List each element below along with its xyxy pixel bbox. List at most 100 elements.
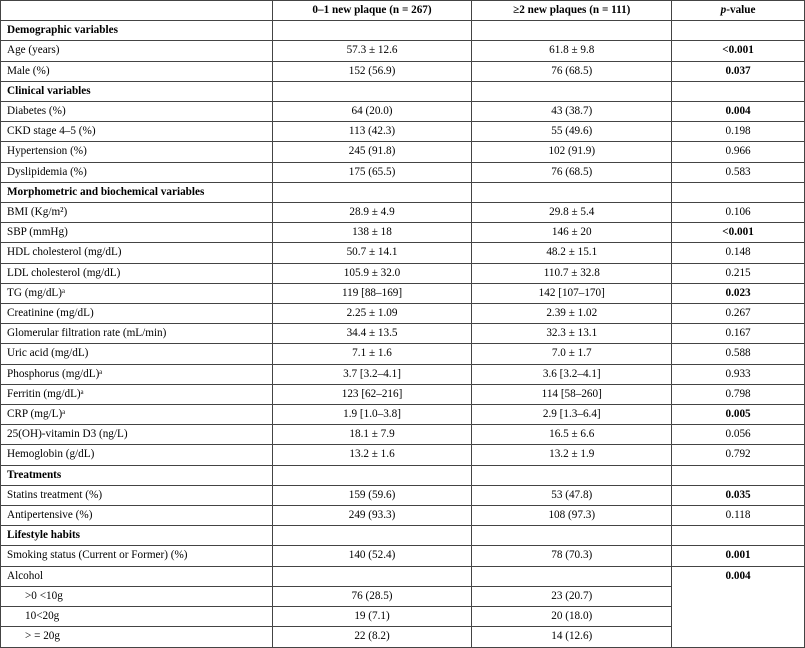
table-row: Alcohol0.004 <box>1 566 805 586</box>
table-row: Hemoglobin (g/dL)13.2 ± 1.613.2 ± 1.90.7… <box>1 445 805 465</box>
section-label: Demographic variables <box>1 21 273 41</box>
group1-value: 1.9 [1.0–3.8] <box>272 405 472 425</box>
section-empty <box>272 182 472 202</box>
row-label: SBP (mmHg) <box>1 223 273 243</box>
row-label: Antipertensive (%) <box>1 506 273 526</box>
p-value: 0.056 <box>672 425 805 445</box>
table-row: Smoking status (Current or Former) (%)14… <box>1 546 805 566</box>
group1-value: 7.1 ± 1.6 <box>272 344 472 364</box>
section-label: Morphometric and biochemical variables <box>1 182 273 202</box>
table-row: Creatinine (mg/dL)2.25 ± 1.092.39 ± 1.02… <box>1 304 805 324</box>
group2-value: 2.9 [1.3–6.4] <box>472 405 672 425</box>
group2-value: 146 ± 20 <box>472 223 672 243</box>
row-label: Smoking status (Current or Former) (%) <box>1 546 273 566</box>
alcohol-sub-label: >0 <10g <box>1 586 273 606</box>
group1-value: 159 (59.6) <box>272 485 472 505</box>
group2-value: 23 (20.7) <box>472 586 672 606</box>
group1-value: 2.25 ± 1.09 <box>272 304 472 324</box>
row-label: Dyslipidemia (%) <box>1 162 273 182</box>
section-empty <box>272 21 472 41</box>
p-value: 0.005 <box>672 405 805 425</box>
table-row: Age (years)57.3 ± 12.661.8 ± 9.8<0.001 <box>1 41 805 61</box>
row-label: CKD stage 4–5 (%) <box>1 122 273 142</box>
group1-value <box>272 566 472 586</box>
section-empty <box>672 81 805 101</box>
group1-value: 28.9 ± 4.9 <box>272 203 472 223</box>
p-value: 0.583 <box>672 162 805 182</box>
table-row: CKD stage 4–5 (%)113 (42.3)55 (49.6)0.19… <box>1 122 805 142</box>
p-value: 0.792 <box>672 445 805 465</box>
table-row: HDL cholesterol (mg/dL)50.7 ± 14.148.2 ±… <box>1 243 805 263</box>
group2-value: 53 (47.8) <box>472 485 672 505</box>
clinical-comparison-table: 0–1 new plaque (n = 267) ≥2 new plaques … <box>0 0 805 648</box>
group2-value: 102 (91.9) <box>472 142 672 162</box>
group1-value: 140 (52.4) <box>272 546 472 566</box>
table-row: Statins treatment (%)159 (59.6)53 (47.8)… <box>1 485 805 505</box>
group2-value: 20 (18.0) <box>472 607 672 627</box>
group1-value: 113 (42.3) <box>272 122 472 142</box>
section-label: Lifestyle habits <box>1 526 273 546</box>
row-label: Diabetes (%) <box>1 102 273 122</box>
row-label: Glomerular filtration rate (mL/min) <box>1 324 273 344</box>
section-empty <box>672 465 805 485</box>
row-label: Statins treatment (%) <box>1 485 273 505</box>
p-value: 0.966 <box>672 142 805 162</box>
row-label: Phosphorus (mg/dL)ᵃ <box>1 364 273 384</box>
group1-value: 64 (20.0) <box>272 102 472 122</box>
group2-value: 29.8 ± 5.4 <box>472 203 672 223</box>
row-label: CRP (mg/L)ᵃ <box>1 405 273 425</box>
group1-value: 123 [62–216] <box>272 384 472 404</box>
section-empty <box>272 465 472 485</box>
table-row: Diabetes (%)64 (20.0)43 (38.7)0.004 <box>1 102 805 122</box>
p-value: 0.001 <box>672 546 805 566</box>
p-value: 0.037 <box>672 61 805 81</box>
group1-value: 175 (65.5) <box>272 162 472 182</box>
section-empty <box>672 21 805 41</box>
table-row: Treatments <box>1 465 805 485</box>
section-empty <box>672 182 805 202</box>
group2-value: 2.39 ± 1.02 <box>472 304 672 324</box>
p-value: 0.035 <box>672 485 805 505</box>
table-row: Glomerular filtration rate (mL/min)34.4 … <box>1 324 805 344</box>
table-row: Uric acid (mg/dL)7.1 ± 1.67.0 ± 1.70.588 <box>1 344 805 364</box>
alcohol-sub-label: > = 20g <box>1 627 273 647</box>
p-value: 0.933 <box>672 364 805 384</box>
p-value: 0.004 <box>672 102 805 122</box>
p-value: 0.023 <box>672 283 805 303</box>
table-row: 25(OH)-vitamin D3 (ng/L)18.1 ± 7.916.5 ±… <box>1 425 805 445</box>
table-row: Dyslipidemia (%)175 (65.5)76 (68.5)0.583 <box>1 162 805 182</box>
group1-value: 19 (7.1) <box>272 607 472 627</box>
table-row: Demographic variables <box>1 21 805 41</box>
group1-value: 245 (91.8) <box>272 142 472 162</box>
section-empty <box>472 182 672 202</box>
table-row: SBP (mmHg)138 ± 18146 ± 20<0.001 <box>1 223 805 243</box>
group2-value: 14 (12.6) <box>472 627 672 647</box>
group1-value: 105.9 ± 32.0 <box>272 263 472 283</box>
section-label: Treatments <box>1 465 273 485</box>
alcohol-header: Alcohol <box>1 566 273 586</box>
p-value: <0.001 <box>672 41 805 61</box>
row-label: Ferritin (mg/dL)ᵃ <box>1 384 273 404</box>
table-row: Morphometric and biochemical variables <box>1 182 805 202</box>
group2-value: 76 (68.5) <box>472 162 672 182</box>
section-empty <box>472 526 672 546</box>
group1-value: 3.7 [3.2–4.1] <box>272 364 472 384</box>
p-value: 0.798 <box>672 384 805 404</box>
section-empty <box>472 81 672 101</box>
table-row: LDL cholesterol (mg/dL)105.9 ± 32.0110.7… <box>1 263 805 283</box>
row-label: Hemoglobin (g/dL) <box>1 445 273 465</box>
col-group2-header: ≥2 new plaques (n = 111) <box>472 1 672 21</box>
row-label: TG (mg/dL)ᵃ <box>1 283 273 303</box>
row-label: Uric acid (mg/dL) <box>1 344 273 364</box>
group1-value: 249 (93.3) <box>272 506 472 526</box>
table-row: Phosphorus (mg/dL)ᵃ3.7 [3.2–4.1]3.6 [3.2… <box>1 364 805 384</box>
group2-value: 114 [58–260] <box>472 384 672 404</box>
p-value: 0.215 <box>672 263 805 283</box>
group1-value: 50.7 ± 14.1 <box>272 243 472 263</box>
group1-value: 152 (56.9) <box>272 61 472 81</box>
group2-value: 7.0 ± 1.7 <box>472 344 672 364</box>
p-value: 0.198 <box>672 122 805 142</box>
section-label: Clinical variables <box>1 81 273 101</box>
col-pvalue-header: p-value <box>672 1 805 21</box>
group2-value: 16.5 ± 6.6 <box>472 425 672 445</box>
